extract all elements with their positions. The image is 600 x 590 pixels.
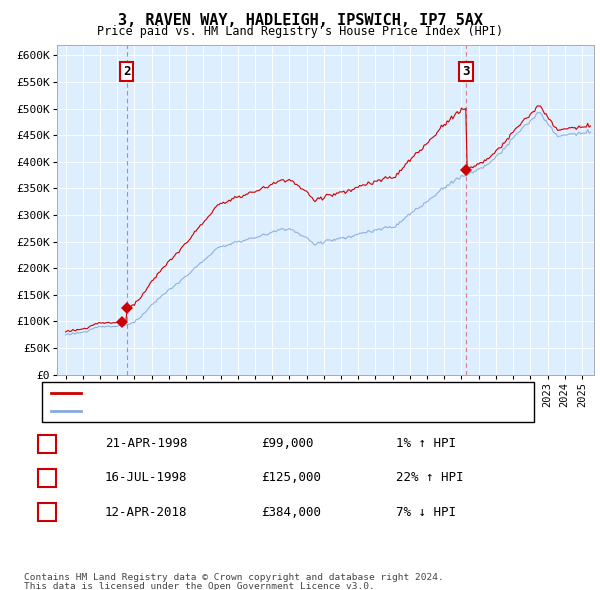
Text: 22% ↑ HPI: 22% ↑ HPI xyxy=(396,471,464,484)
Text: Price paid vs. HM Land Registry's House Price Index (HPI): Price paid vs. HM Land Registry's House … xyxy=(97,25,503,38)
Text: 12-APR-2018: 12-APR-2018 xyxy=(105,506,187,519)
Text: £99,000: £99,000 xyxy=(261,437,314,450)
Text: This data is licensed under the Open Government Licence v3.0.: This data is licensed under the Open Gov… xyxy=(24,582,375,590)
Text: 1% ↑ HPI: 1% ↑ HPI xyxy=(396,437,456,450)
Text: £384,000: £384,000 xyxy=(261,506,321,519)
Text: 2: 2 xyxy=(43,471,50,484)
Text: 3: 3 xyxy=(43,506,50,519)
Text: 3: 3 xyxy=(463,65,470,78)
Text: 2: 2 xyxy=(123,65,130,78)
Text: 3, RAVEN WAY, HADLEIGH, IPSWICH, IP7 5AX: 3, RAVEN WAY, HADLEIGH, IPSWICH, IP7 5AX xyxy=(118,13,482,28)
Text: £125,000: £125,000 xyxy=(261,471,321,484)
Text: 3, RAVEN WAY, HADLEIGH, IPSWICH, IP7 5AX (detached house): 3, RAVEN WAY, HADLEIGH, IPSWICH, IP7 5AX… xyxy=(87,388,458,398)
Text: 7% ↓ HPI: 7% ↓ HPI xyxy=(396,506,456,519)
Text: 16-JUL-1998: 16-JUL-1998 xyxy=(105,471,187,484)
Text: HPI: Average price, detached house, Babergh: HPI: Average price, detached house, Babe… xyxy=(87,405,367,415)
Text: 21-APR-1998: 21-APR-1998 xyxy=(105,437,187,450)
Text: Contains HM Land Registry data © Crown copyright and database right 2024.: Contains HM Land Registry data © Crown c… xyxy=(24,573,444,582)
Text: 1: 1 xyxy=(43,437,50,450)
